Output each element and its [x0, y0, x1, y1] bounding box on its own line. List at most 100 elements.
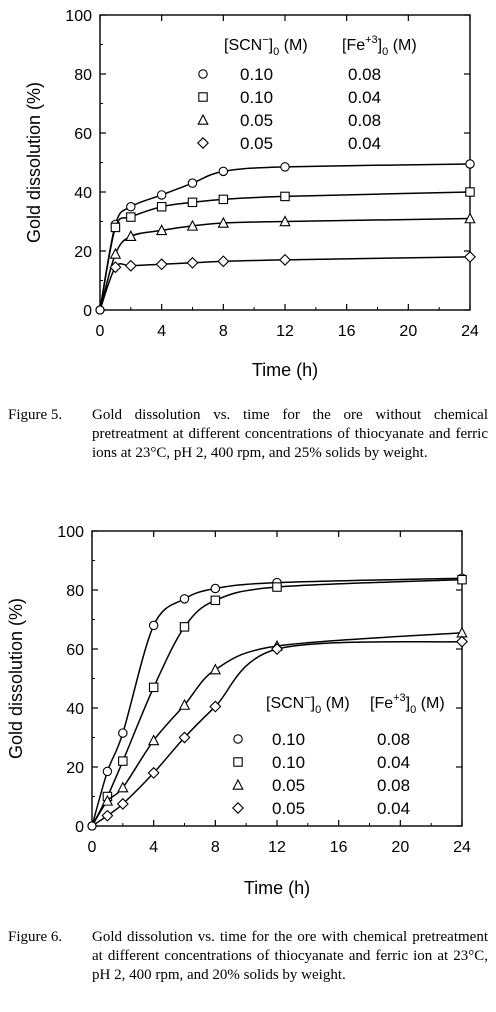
chart6-series-triangle-point — [117, 781, 129, 793]
chart5-ytick-label: 100 — [65, 8, 92, 25]
figure-6-caption: Figure 6. Gold dissolution vs. time for … — [8, 928, 488, 985]
chart6-xtick-label: 24 — [453, 839, 471, 856]
chart5-legend-fe-value: 0.08 — [348, 65, 381, 84]
chart5-series-triangle-point — [155, 224, 168, 236]
chart6-ytick-label: 0 — [75, 819, 84, 836]
chart6-series-circle-curve — [91, 577, 463, 827]
chart6-ytick-label: 20 — [66, 760, 84, 777]
chart5-xtick-label: 24 — [461, 323, 479, 340]
figure-5-caption-text: Gold dissolution vs. time for the ore wi… — [92, 407, 488, 461]
chart6-xtick-label: 16 — [330, 839, 348, 856]
chart6-xtick-label: 4 — [149, 839, 158, 856]
chart6-series-circle-point — [118, 728, 128, 738]
chart6-series-square-point — [272, 582, 282, 592]
chart5-series-diamond-point — [124, 259, 137, 272]
chart5-series-diamond-point — [464, 250, 476, 263]
chart6-legend-scn-value: 0.10 — [272, 753, 305, 772]
chart6-legend-marker-square — [233, 757, 243, 767]
chart5-series-triangle-point — [279, 215, 291, 227]
chart5-legend-marker-diamond — [197, 137, 209, 149]
chart6-legend-header-fe: [Fe+3]0 (M) — [370, 692, 445, 716]
chart5-xtick-label: 12 — [276, 323, 294, 340]
chart6-series-diamond-point — [209, 700, 222, 713]
chart6-legend-fe-value: 0.04 — [377, 799, 410, 818]
chart6-legend-scn-value: 0.05 — [272, 776, 305, 795]
chart6-series-square-point — [457, 574, 467, 585]
chart6-series-circle-point — [148, 620, 159, 631]
chart6-yaxis-label: Gold dissolution (%) — [6, 598, 26, 759]
chart6-ytick-label: 80 — [66, 583, 84, 600]
chart5-legend-marker-square — [198, 92, 208, 102]
chart6-series-square-curve — [91, 578, 463, 827]
chart6-series-square-point — [179, 622, 190, 632]
chart5-legend-scn-value: 0.10 — [240, 65, 273, 84]
chart6-series-diamond-point — [456, 635, 468, 648]
chart6-xtick-label: 20 — [391, 839, 409, 856]
chart6-legend-fe-value: 0.08 — [377, 730, 410, 749]
chart5-legend-scn-value: 0.05 — [240, 111, 273, 130]
chart5-ytick-label: 20 — [74, 244, 92, 261]
figure-6-caption-text: Gold dissolution vs. time for the ore wi… — [92, 929, 488, 983]
chart5-legend-fe-value: 0.04 — [348, 134, 381, 153]
chart6-legend-marker-triangle — [232, 778, 244, 790]
chart5-series-square-curve — [99, 191, 471, 311]
chart6-series-diamond-point — [87, 821, 97, 831]
chart5-yaxis-label: Gold dissolution (%) — [24, 82, 44, 243]
chart6-legend-marker-circle — [233, 734, 243, 744]
chart5-series-circle-point — [126, 202, 136, 212]
chart5-legend-marker-triangle — [197, 113, 209, 125]
chart6-series-diamond-point — [271, 643, 283, 655]
chart6-series-circle-point — [210, 583, 221, 594]
chart5-series-triangle-point — [109, 247, 122, 259]
chart5-series-circle-point — [156, 190, 167, 200]
chart5-series-triangle-curve — [99, 217, 471, 311]
chart5-xtick-label: 8 — [219, 323, 228, 340]
chart5-series-square-point — [156, 202, 167, 212]
chart6-xtick-label: 8 — [211, 839, 220, 856]
figure-6-caption-number: Figure 6. — [8, 929, 63, 945]
chart5-series-diamond-point — [109, 261, 122, 274]
chart5-series-square-point — [280, 191, 290, 202]
chart5-series-circle-point — [187, 178, 198, 188]
chart6-legend-marker-diamond — [232, 802, 244, 814]
chart6-series-square-point — [148, 682, 159, 693]
chart5-series-circle-curve — [99, 163, 471, 311]
chart6-legend-fe-value: 0.08 — [377, 776, 410, 795]
chart5-group: 0 4 8 12 16 20 24 0 20 40 60 80 100 Time (h) Gold diss… — [24, 8, 479, 380]
chart6-series-triangle-point — [209, 663, 222, 675]
chart6-series-triangle-point — [101, 794, 114, 806]
chart5-xtick-label: 4 — [157, 323, 166, 340]
chart5-series-diamond-point — [155, 258, 168, 271]
chart6-series-triangle-point — [147, 734, 160, 746]
chart5-legend-fe-value: 0.04 — [348, 88, 381, 107]
chart5-legend-marker-circle — [198, 69, 208, 79]
chart5-xtick-label: 16 — [338, 323, 356, 340]
chart5-legend-header-scn: [SCN−]0 (M) — [224, 34, 308, 58]
chart6-legend-scn-value: 0.10 — [272, 730, 305, 749]
chart5-series-square-point — [110, 222, 121, 233]
chart5-ytick-label: 80 — [74, 67, 92, 84]
chart6-group: 0 4 8 12 16 20 24 0 20 40 60 80 100 Time (h) Gold diss… — [6, 524, 471, 898]
chart5-series-diamond-point — [279, 253, 291, 266]
chart5-series-triangle-point — [125, 230, 137, 241]
chart5-series-square-point — [465, 187, 475, 197]
chart6-ytick-label: 60 — [66, 642, 84, 659]
chart5-series-square-point — [187, 197, 198, 208]
chart5-series-diamond-point — [186, 256, 199, 269]
chart5-xtick-label: 20 — [399, 323, 417, 340]
chart5-xaxis-label: Time (h) — [252, 360, 318, 380]
chart6-series-circle-point — [102, 766, 113, 777]
chart5-series-triangle-point — [464, 212, 476, 224]
chart5-xtick-label: 0 — [96, 323, 105, 340]
chart5-series-triangle-point — [217, 216, 230, 228]
chart6-ytick-label: 100 — [57, 524, 84, 541]
chart6-xtick-label: 0 — [88, 839, 97, 856]
chart5-legend-scn-value: 0.10 — [240, 88, 273, 107]
chart6-series-diamond-point — [101, 809, 114, 822]
chart6-series-square-point — [210, 595, 221, 606]
figure-5-caption-number: Figure 5. — [8, 407, 63, 423]
chart5-series-circle-point — [218, 166, 229, 177]
chart6-series-diamond-point — [116, 797, 129, 810]
chart6-legend-scn-value: 0.05 — [272, 799, 305, 818]
